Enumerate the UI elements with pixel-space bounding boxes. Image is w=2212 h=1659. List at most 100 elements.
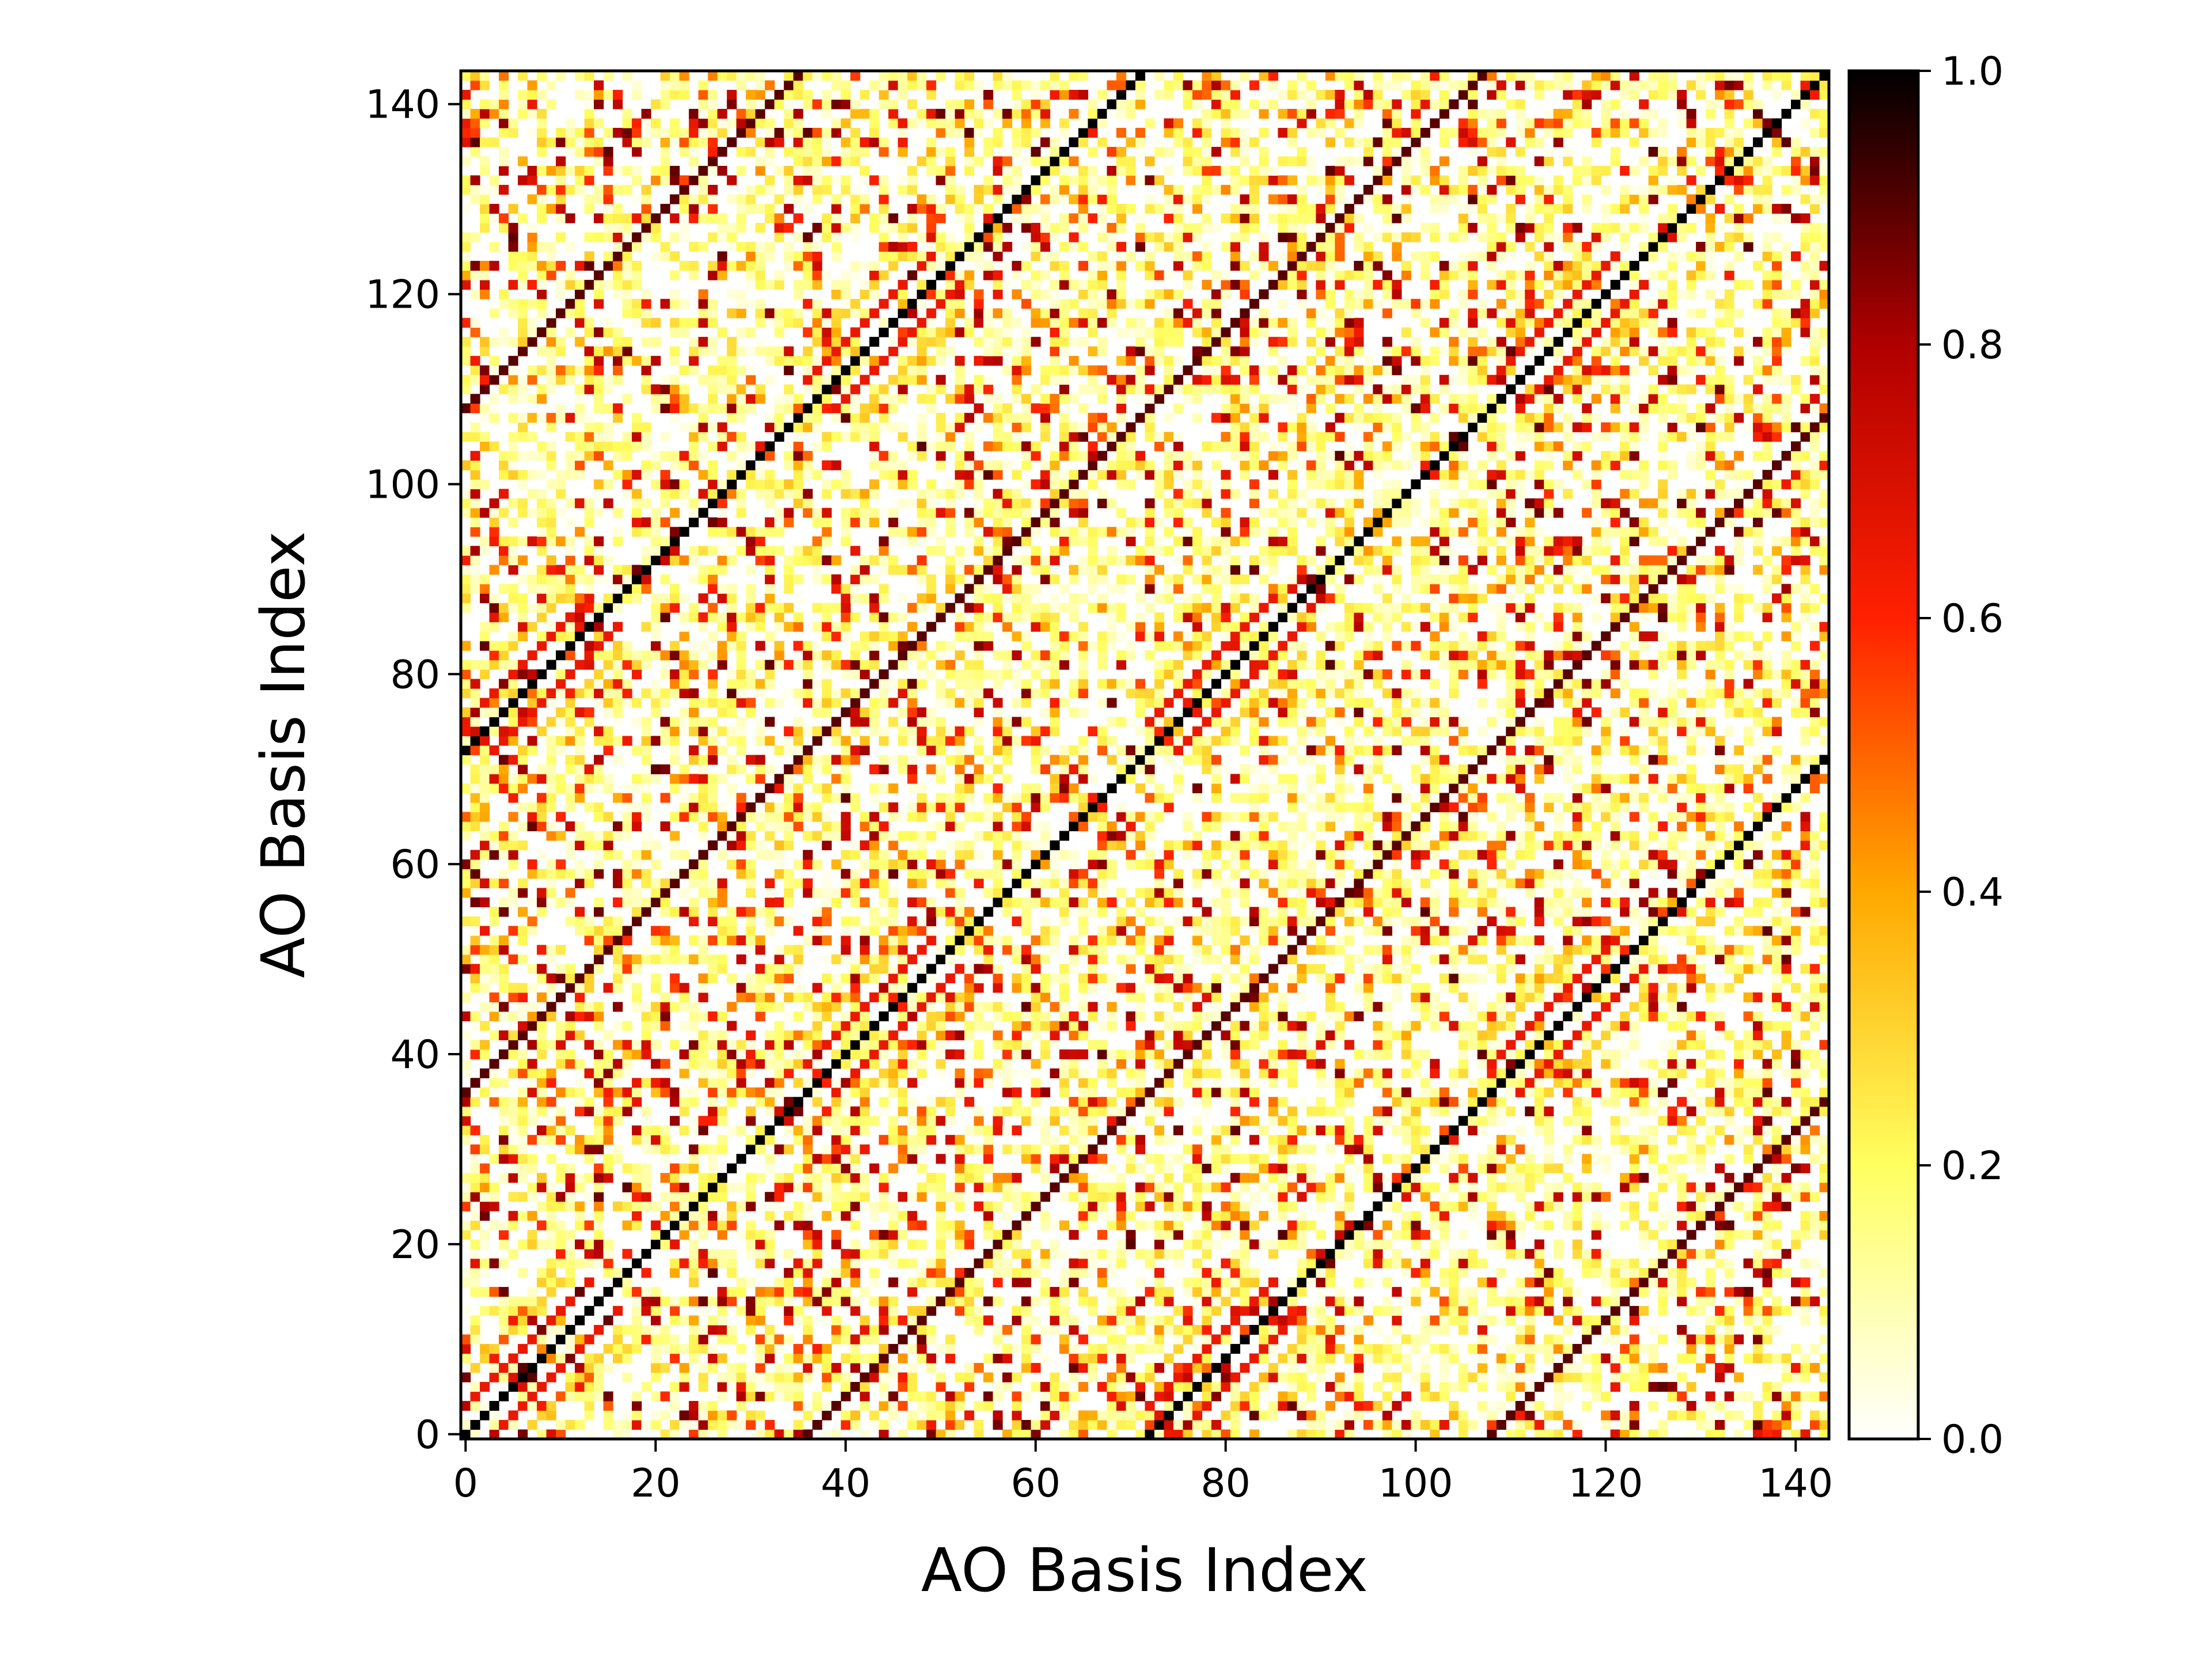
heatmap-cell <box>527 1163 537 1173</box>
heatmap-cell <box>1800 1097 1810 1107</box>
heatmap-cell <box>1126 1068 1136 1078</box>
heatmap-cell <box>1468 1344 1478 1354</box>
heatmap-cell <box>1781 973 1791 983</box>
heatmap-cell <box>1221 973 1231 983</box>
heatmap-cell <box>641 1116 652 1126</box>
heatmap-cell <box>869 1201 880 1211</box>
heatmap-cell <box>1373 926 1383 936</box>
heatmap-cell <box>1591 1258 1601 1268</box>
heatmap-cell <box>536 1401 547 1411</box>
heatmap-cell <box>1515 1125 1525 1135</box>
heatmap-cell <box>1278 1097 1288 1107</box>
heatmap-cell <box>1259 1163 1269 1173</box>
heatmap-cell <box>802 888 813 898</box>
heatmap-cell <box>1610 888 1620 898</box>
heatmap-cell <box>1097 1315 1108 1325</box>
heatmap-cell <box>1135 1429 1146 1440</box>
heatmap-cell <box>1496 992 1506 1002</box>
heatmap-cell <box>1620 897 1630 907</box>
heatmap-cell <box>641 1002 652 1012</box>
heatmap-cell <box>603 1154 613 1164</box>
heatmap-cell <box>1078 1287 1089 1297</box>
heatmap-cell <box>565 983 575 993</box>
heatmap-cell <box>935 907 946 917</box>
heatmap-cell <box>508 1249 518 1259</box>
heatmap-cell <box>983 1125 994 1135</box>
heatmap-cell <box>574 973 585 983</box>
heatmap-cell <box>1439 1372 1449 1382</box>
heatmap-cell <box>650 1372 661 1382</box>
heatmap-cell <box>1677 1068 1687 1078</box>
heatmap-cell <box>1240 964 1250 974</box>
heatmap-cell <box>1335 1011 1345 1021</box>
heatmap-cell <box>1686 1011 1696 1021</box>
heatmap-cell <box>1401 1106 1411 1116</box>
heatmap-cell <box>565 1021 575 1031</box>
heatmap-cell <box>1629 907 1639 917</box>
heatmap-cell <box>565 1049 575 1059</box>
heatmap-cell <box>1344 1116 1354 1126</box>
heatmap-cell <box>1639 945 1649 955</box>
heatmap-cell <box>821 1144 832 1154</box>
heatmap-cell <box>1259 992 1269 1002</box>
heatmap-cell <box>650 1059 661 1069</box>
heatmap-cell <box>1354 1334 1364 1344</box>
heatmap-cell <box>1002 1049 1013 1059</box>
heatmap-cell <box>1743 1144 1753 1154</box>
heatmap-cell <box>1553 1401 1563 1411</box>
heatmap-cell <box>584 1144 594 1154</box>
heatmap-cell <box>1458 1021 1468 1031</box>
heatmap-cell <box>1192 1201 1203 1211</box>
heatmap-cell <box>660 907 671 917</box>
heatmap-cell <box>1601 1277 1611 1287</box>
heatmap-cell <box>508 1420 518 1430</box>
heatmap-cell <box>1021 1011 1032 1021</box>
heatmap-cell <box>1515 1287 1525 1297</box>
heatmap-cell <box>850 1154 861 1164</box>
heatmap-cell <box>736 1040 747 1050</box>
heatmap-cell <box>1458 1163 1468 1173</box>
heatmap-cell <box>1458 1268 1468 1278</box>
heatmap-cell <box>1819 1106 1830 1116</box>
heatmap-cell <box>1202 983 1212 993</box>
heatmap-cell <box>1705 1135 1715 1145</box>
heatmap-cell <box>698 1059 709 1069</box>
heatmap-cell <box>1762 926 1772 936</box>
heatmap-cell <box>1658 1116 1668 1126</box>
heatmap-cell <box>1572 1306 1582 1316</box>
heatmap-cell <box>1116 1211 1127 1221</box>
heatmap-cell <box>1601 945 1611 955</box>
heatmap-cell <box>1753 1220 1763 1230</box>
heatmap-cell <box>1743 1087 1753 1097</box>
heatmap-cell <box>1259 1021 1269 1031</box>
heatmap-cell <box>1230 1040 1241 1050</box>
heatmap-cell <box>907 1315 918 1325</box>
heatmap-cell <box>745 1249 756 1259</box>
heatmap-cell <box>1335 1344 1345 1354</box>
heatmap-cell <box>574 1087 585 1097</box>
heatmap-cell <box>1268 1296 1278 1306</box>
heatmap-cell <box>993 973 1003 983</box>
heatmap-cell <box>479 1021 490 1031</box>
heatmap-cell <box>916 1135 927 1145</box>
heatmap-cell <box>878 992 889 1002</box>
heatmap-cell <box>660 926 671 936</box>
heatmap-cell <box>1059 1410 1070 1421</box>
heatmap-cell <box>850 1173 861 1183</box>
heatmap-cell <box>1069 1372 1079 1382</box>
heatmap-cell <box>840 1173 851 1183</box>
heatmap-cell <box>821 888 832 898</box>
heatmap-cell <box>1392 1306 1402 1316</box>
heatmap-cell <box>1411 1135 1421 1145</box>
heatmap-cell <box>1553 973 1563 983</box>
heatmap-cell <box>1259 1125 1269 1135</box>
heatmap-cell <box>821 1410 832 1421</box>
heatmap-cell <box>1202 1097 1212 1107</box>
heatmap-cell <box>850 1144 861 1154</box>
heatmap-cell <box>498 1011 509 1021</box>
heatmap-cell <box>1126 1135 1136 1145</box>
heatmap-cell <box>461 1268 471 1278</box>
heatmap-cell <box>688 897 699 907</box>
heatmap-cell <box>1724 983 1734 993</box>
heatmap-cell <box>1762 1429 1772 1440</box>
